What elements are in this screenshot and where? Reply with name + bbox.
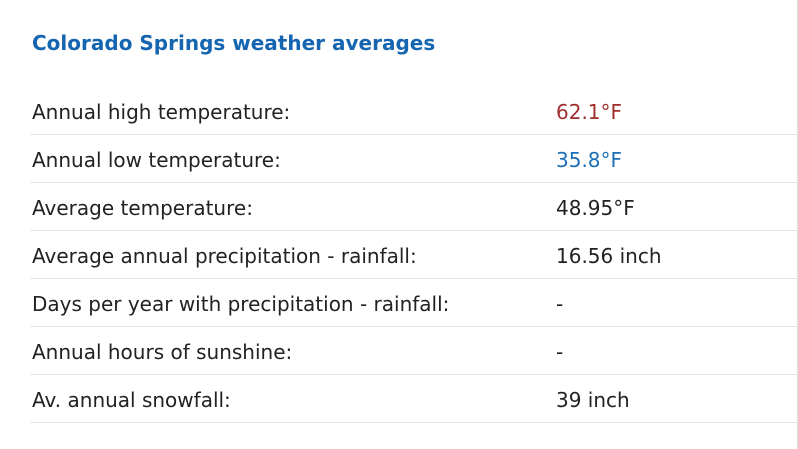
table-row-sunshine: Annual hours of sunshine: - xyxy=(30,327,798,375)
table-row-rainfall: Average annual precipitation - rainfall:… xyxy=(30,231,798,279)
table-row-average-temp: Average temperature: 48.95°F xyxy=(30,183,798,231)
row-value: - xyxy=(556,292,564,316)
row-label: Annual high temperature: xyxy=(32,100,291,124)
row-value: - xyxy=(556,340,564,364)
row-value-high-temp: 62.1°F xyxy=(556,100,623,124)
row-label: Average annual precipitation - rainfall: xyxy=(32,244,417,268)
table-row-annual-low: Annual low temperature: 35.8°F xyxy=(30,135,798,183)
page-title: Colorado Springs weather averages xyxy=(32,31,436,55)
weather-averages-table: Annual high temperature: 62.1°F Annual l… xyxy=(30,87,798,423)
row-value: 48.95°F xyxy=(556,196,635,220)
table-row-annual-high: Annual high temperature: 62.1°F xyxy=(30,87,798,135)
table-row-rain-days: Days per year with precipitation - rainf… xyxy=(30,279,798,327)
row-value: 16.56 inch xyxy=(556,244,662,268)
row-value-low-temp: 35.8°F xyxy=(556,148,623,172)
table-row-snowfall: Av. annual snowfall: 39 inch xyxy=(30,375,798,423)
row-label: Annual hours of sunshine: xyxy=(32,340,293,364)
row-label: Average temperature: xyxy=(32,196,253,220)
row-value: 39 inch xyxy=(556,388,630,412)
row-label: Days per year with precipitation - rainf… xyxy=(32,292,450,316)
row-label: Annual low temperature: xyxy=(32,148,281,172)
row-label: Av. annual snowfall: xyxy=(32,388,231,412)
